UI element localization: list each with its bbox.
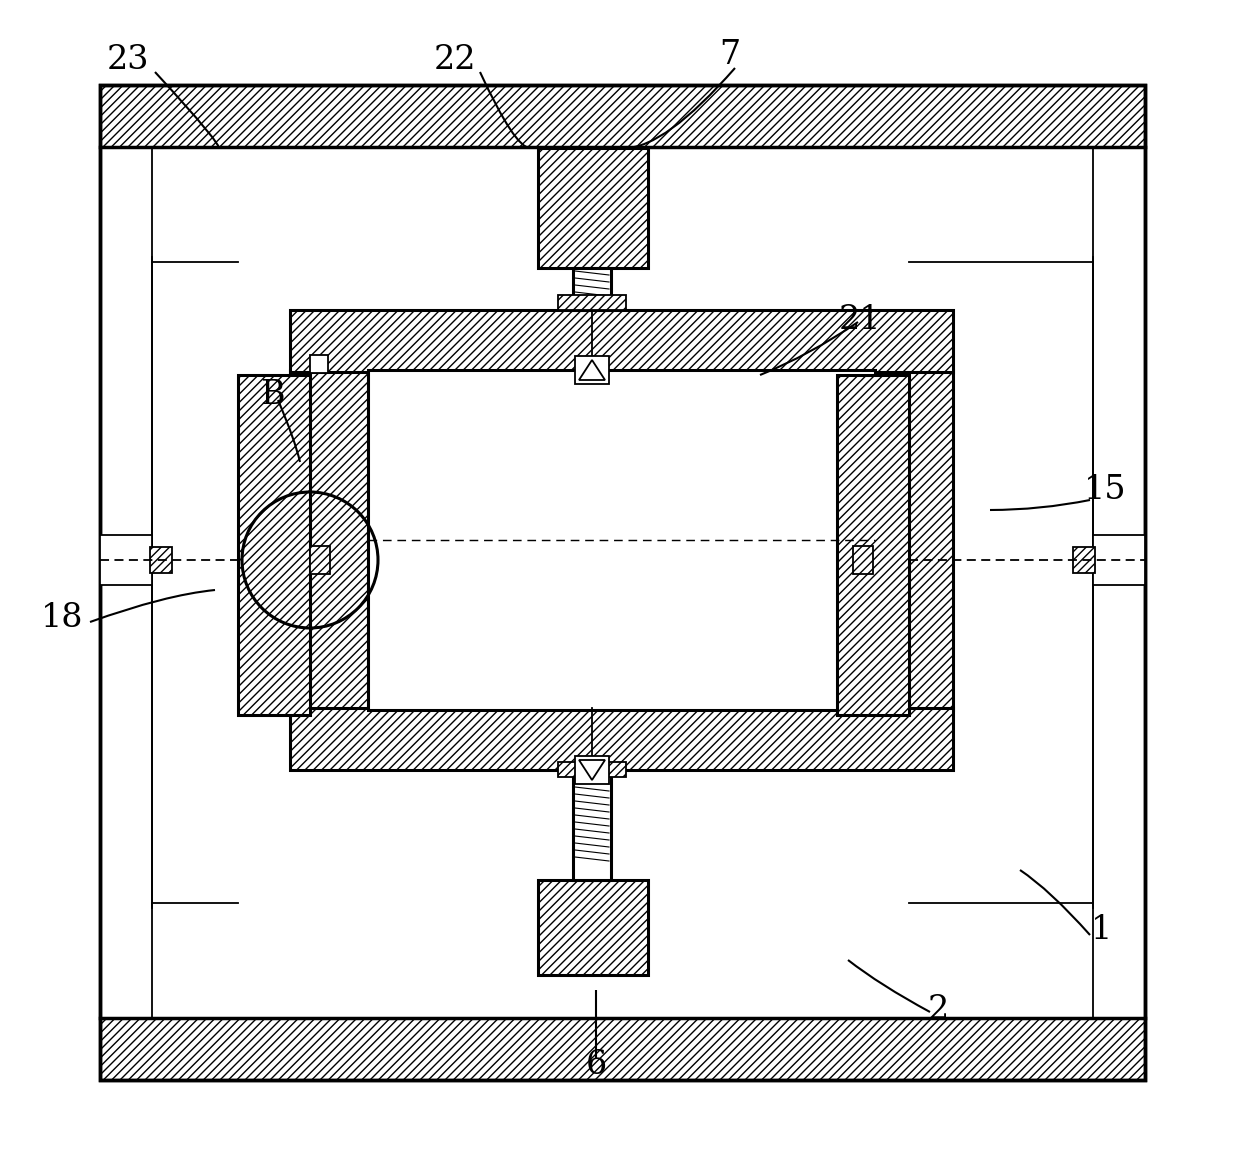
Bar [100, 85, 1145, 147]
Text: 18: 18 [41, 602, 83, 635]
Bar [1073, 548, 1095, 573]
Text: 21: 21 [838, 304, 882, 336]
Bar [368, 370, 875, 710]
Bar [575, 756, 609, 784]
Bar [310, 546, 330, 574]
Text: B: B [259, 379, 284, 411]
Bar [290, 310, 954, 372]
Bar [1092, 535, 1145, 585]
Bar [573, 268, 611, 310]
Bar [290, 370, 368, 710]
Bar [100, 85, 1145, 1080]
Text: 6: 6 [585, 1049, 606, 1081]
Text: 22: 22 [434, 44, 476, 77]
Bar [150, 548, 172, 573]
Bar [558, 295, 626, 310]
Bar [853, 546, 873, 574]
Bar [538, 148, 649, 268]
Text: 7: 7 [719, 39, 740, 71]
Bar [573, 770, 611, 880]
Text: 2: 2 [928, 994, 949, 1025]
Text: 15: 15 [1084, 474, 1126, 506]
Polygon shape [579, 360, 605, 380]
Bar [100, 1018, 1145, 1080]
Bar [290, 708, 954, 770]
Bar [575, 356, 609, 384]
Bar [538, 880, 649, 976]
Bar [558, 762, 626, 777]
Bar [238, 375, 310, 715]
Bar [875, 370, 954, 710]
Bar [310, 355, 329, 374]
Bar [100, 535, 153, 585]
Text: 1: 1 [1091, 914, 1112, 947]
Text: 23: 23 [107, 44, 149, 77]
Polygon shape [579, 760, 605, 780]
Bar [837, 375, 909, 715]
